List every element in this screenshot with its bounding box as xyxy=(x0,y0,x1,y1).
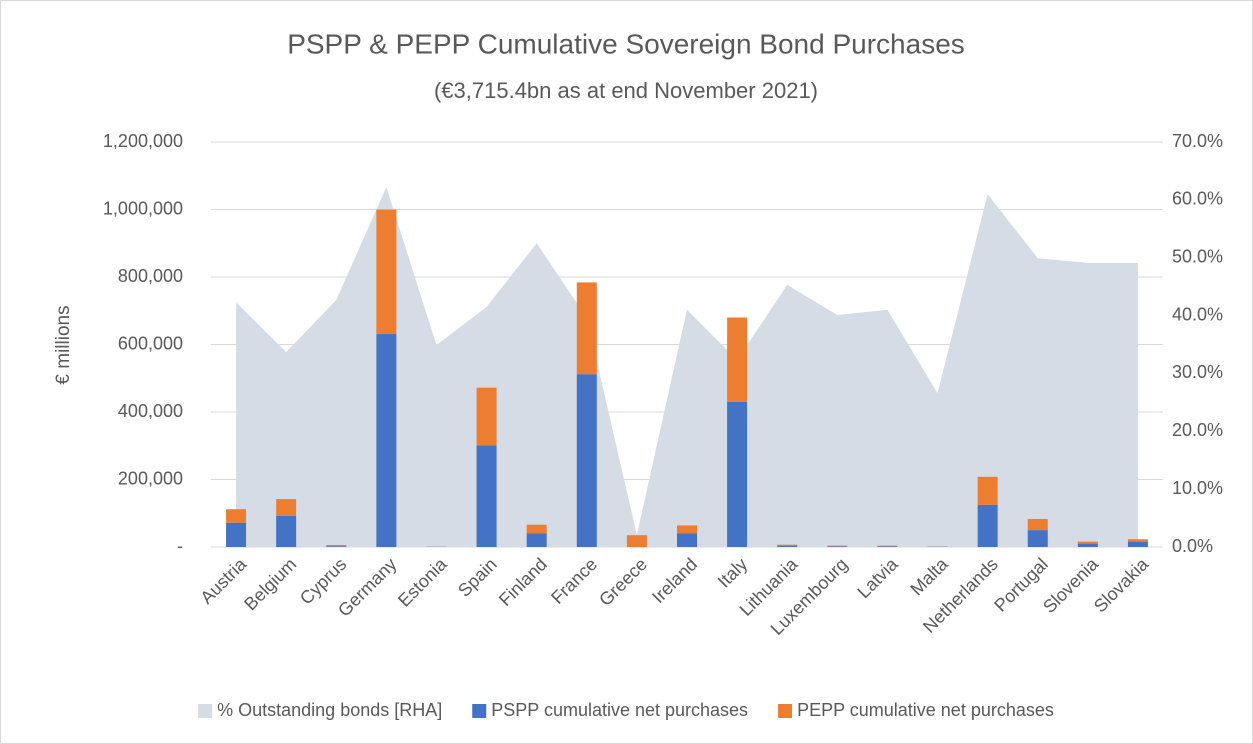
bar xyxy=(276,515,297,547)
bar xyxy=(877,545,898,547)
bar xyxy=(326,546,347,547)
bar xyxy=(877,546,898,547)
y2-tick-label: 60.0% xyxy=(1172,189,1223,209)
y2-tick-label: 40.0% xyxy=(1172,304,1223,324)
bar xyxy=(777,545,798,547)
y2-tick-label: 30.0% xyxy=(1172,362,1223,382)
bar xyxy=(1077,541,1098,544)
bar xyxy=(576,374,597,547)
bar xyxy=(977,504,998,547)
bar xyxy=(226,509,247,523)
bar xyxy=(476,445,497,547)
legend-swatch xyxy=(778,704,793,718)
bar xyxy=(1077,543,1098,547)
y-tick-label: 400,000 xyxy=(118,401,183,421)
y-tick-label: 200,000 xyxy=(118,468,183,488)
bar xyxy=(276,499,297,516)
y-axis-title: € millions xyxy=(53,305,74,384)
bar xyxy=(977,476,998,505)
area xyxy=(236,187,1138,547)
y-tick-label: 1,000,000 xyxy=(103,198,183,218)
bar xyxy=(677,525,697,534)
bar xyxy=(376,334,397,547)
y-tick-label: 800,000 xyxy=(118,266,183,286)
y2-tick-label: 10.0% xyxy=(1172,478,1223,498)
chart-subtitle: (€3,715.4bn as at end November 2021) xyxy=(434,78,818,103)
bar xyxy=(827,545,848,547)
y2-tick-label: 50.0% xyxy=(1172,246,1223,266)
bar xyxy=(677,533,697,547)
y-tick-label: - xyxy=(177,536,183,556)
bar xyxy=(626,535,647,547)
bar xyxy=(1027,518,1048,531)
chart-title: PSPP & PEPP Cumulative Sovereign Bond Pu… xyxy=(287,28,965,59)
y-tick-label: 600,000 xyxy=(118,333,183,353)
bar xyxy=(376,209,397,335)
bar xyxy=(777,544,798,546)
bar xyxy=(526,524,547,534)
bar xyxy=(1127,539,1148,542)
legend-label: PSPP cumulative net purchases xyxy=(491,700,748,720)
bar xyxy=(476,387,497,446)
bar xyxy=(1027,530,1048,547)
bar xyxy=(1127,541,1148,547)
y2-tick-label: 70.0% xyxy=(1172,131,1223,151)
bar xyxy=(326,544,347,547)
legend-label: PEPP cumulative net purchases xyxy=(797,700,1054,720)
bar xyxy=(727,317,748,402)
bar xyxy=(526,533,547,547)
bar xyxy=(827,546,848,547)
y2-tick-label: 20.0% xyxy=(1172,420,1223,440)
legend-label: % Outstanding bonds [RHA] xyxy=(217,700,442,720)
legend-swatch xyxy=(198,704,213,718)
bar xyxy=(576,282,597,375)
y-tick-label: 1,200,000 xyxy=(103,131,183,151)
legend-swatch xyxy=(472,704,487,718)
bar xyxy=(226,522,247,547)
bar xyxy=(727,401,748,547)
y2-tick-label: 0.0% xyxy=(1172,536,1213,556)
